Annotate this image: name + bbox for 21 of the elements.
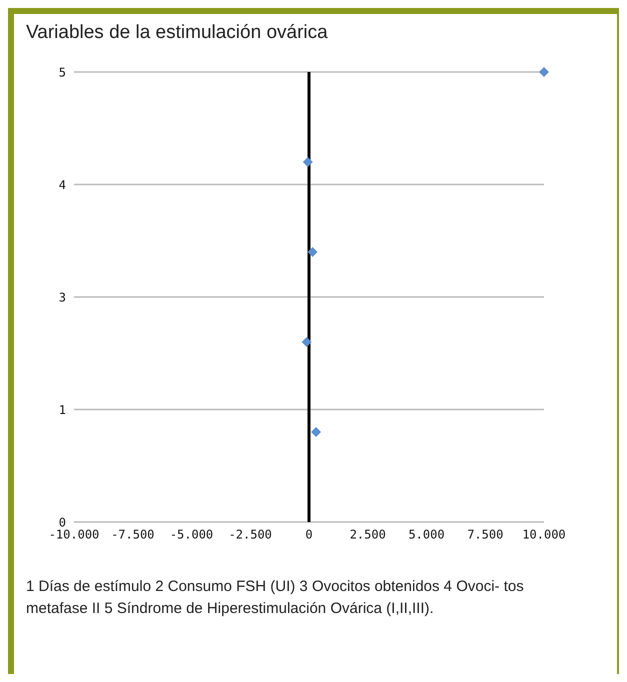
point: [302, 337, 312, 347]
y-tick-label: 5: [58, 65, 66, 80]
x-tick-label: 5.000: [408, 528, 445, 542]
point: [311, 427, 322, 437]
x-tick-label: -2.500: [228, 528, 272, 542]
x-tick-label: -10.000: [48, 528, 100, 542]
x-tick-label: 7.500: [467, 528, 504, 542]
y-tick-label: 0: [58, 515, 66, 530]
chart-title: Variables de la estimulación ovárica: [26, 22, 328, 44]
x-tick-label: -7.500: [111, 528, 154, 542]
x-tick-label: 10.000: [522, 528, 566, 542]
text: 1 Días de estímulo 2 Consumo FSH (UI) 3 Ovocitos obtenidos 4 Ovoci- tos metafase II 5 Síndrome de Hiperestimulación Ovárica (I,II,III).: [26, 577, 525, 619]
x-tick-label: 0: [305, 528, 313, 542]
x-tick-label: -5.000: [170, 528, 214, 542]
x-tick-label: 2.500: [350, 528, 386, 542]
point: [302, 157, 313, 167]
y-tick-label: 1: [58, 402, 66, 417]
y-tick-label: 3: [58, 290, 66, 304]
point: [539, 67, 549, 77]
y-tick-label: 4: [58, 178, 66, 192]
point: [308, 247, 318, 257]
